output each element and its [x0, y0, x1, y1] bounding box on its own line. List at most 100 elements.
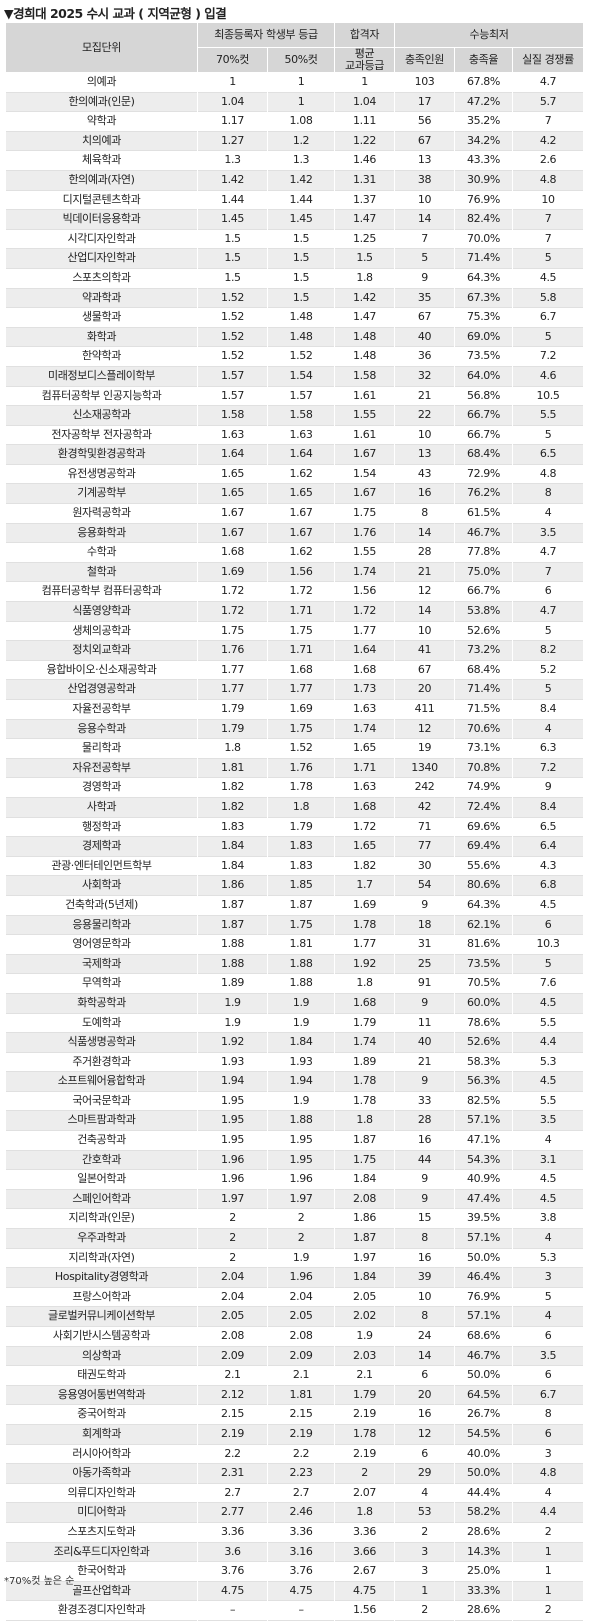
table-row: 지리학과(인문) 2 2 1.86 15 39.5% 3.8 — [5, 1208, 584, 1229]
value-cell: 67.8% — [454, 72, 513, 93]
value-cell: 1.79 — [267, 817, 335, 837]
value-cell: 6 — [394, 1365, 455, 1386]
value-cell: 64.3% — [454, 268, 513, 289]
value-cell: 44.4% — [454, 1483, 513, 1503]
unit-cell: 국제학과 — [5, 954, 198, 974]
value-cell: 30 — [394, 856, 455, 876]
value-cell: 35 — [394, 288, 455, 308]
value-cell: 2.1 — [267, 1365, 335, 1386]
value-cell: 11 — [394, 1013, 455, 1033]
value-cell: 1 — [512, 1581, 584, 1601]
unit-cell: 화학과 — [5, 327, 198, 347]
table-row: 태권도학과 2.1 2.1 2.1 6 50.0% 6 — [5, 1365, 584, 1386]
value-cell: 2.08 — [334, 1189, 395, 1209]
value-cell: 10 — [512, 190, 584, 210]
value-cell: 1.67 — [334, 483, 395, 504]
value-cell: 5.2 — [512, 660, 584, 680]
value-cell: 1.75 — [334, 503, 395, 524]
value-cell: 6.7 — [512, 1385, 584, 1405]
value-cell: 67.3% — [454, 288, 513, 308]
value-cell: 3.5 — [512, 523, 584, 543]
value-cell: 91 — [394, 973, 455, 994]
value-cell: 67 — [394, 660, 455, 680]
value-cell: 1.69 — [197, 562, 268, 582]
value-cell: 1.3 — [197, 150, 268, 171]
value-cell: 12 — [394, 581, 455, 602]
unit-cell: 일본어학과 — [5, 1169, 198, 1190]
value-cell: 4.75 — [334, 1581, 395, 1601]
unit-cell: 물리학과 — [5, 738, 198, 759]
value-cell: 4 — [512, 1483, 584, 1503]
table-row: 환경조경디자인학과 – –1.56 2 28.6% 2 — [5, 1600, 584, 1621]
value-cell: 4 — [394, 1483, 455, 1503]
value-cell: 2.03 — [334, 1346, 395, 1366]
unit-cell: 컴퓨터공학부 인공지능학과 — [5, 386, 198, 406]
value-cell: 82.5% — [454, 1091, 513, 1111]
table-row: 소프트웨어융합학과 1.94 1.94 1.78 9 56.3% 4.5 — [5, 1071, 584, 1092]
value-cell: 17 — [394, 92, 455, 112]
value-cell: 2 — [334, 1463, 395, 1484]
value-cell: 2.7 — [267, 1483, 335, 1503]
table-row: 자유전공학부 1.81 1.76 1.71 1340 70.8% 7.2 — [5, 758, 584, 778]
unit-cell: 기계공학부 — [5, 483, 198, 504]
unit-cell: 산업디자인학과 — [5, 248, 198, 269]
value-cell: 44 — [394, 1150, 455, 1170]
value-cell: 1.65 — [334, 738, 395, 759]
unit-cell: 산업경영공학과 — [5, 679, 198, 700]
value-cell: 1.71 — [267, 601, 335, 622]
value-cell: 8.2 — [512, 640, 584, 661]
value-cell: 2.02 — [334, 1306, 395, 1327]
value-cell: 3.1 — [512, 1150, 584, 1170]
value-cell: 10.5 — [512, 386, 584, 406]
value-cell: 1.83 — [197, 817, 268, 837]
unit-cell: 사학과 — [5, 797, 198, 818]
unit-cell: 철학과 — [5, 562, 198, 582]
value-cell: 1.87 — [334, 1130, 395, 1151]
value-cell: 4.8 — [512, 464, 584, 484]
unit-cell: 한의예과(자연) — [5, 170, 198, 191]
value-cell: 28 — [394, 1110, 455, 1131]
value-cell: 2.77 — [197, 1502, 268, 1523]
table-row: 한국어학과 3.76 3.76 2.67 3 25.0% 1 — [5, 1561, 584, 1582]
admission-table: 모집단위 최종등록자 학생부 등급 합격자 수능최저 70%컷 50%컷 평균 교과… — [5, 22, 584, 1621]
value-cell: 1.76 — [267, 758, 335, 778]
value-cell: 1.47 — [334, 307, 395, 328]
unit-cell: 한의예과(인문) — [5, 92, 198, 112]
value-cell: 1.96 — [197, 1169, 268, 1190]
table-row: 사회학과 1.86 1.85 1.7 54 80.6% 6.8 — [5, 875, 584, 896]
value-cell: 53 — [394, 1502, 455, 1523]
value-cell: 4 — [512, 503, 584, 524]
unit-cell: 응용화학과 — [5, 523, 198, 543]
value-cell: 6 — [512, 1424, 584, 1445]
value-cell: 71.4% — [454, 248, 513, 269]
value-cell: 12 — [394, 719, 455, 739]
value-cell: 71.5% — [454, 699, 513, 720]
value-cell: 64.3% — [454, 895, 513, 916]
unit-cell: 정치외교학과 — [5, 640, 198, 661]
value-cell: 1.76 — [197, 640, 268, 661]
table-row: 골프산업학과 4.75 4.75 4.75 1 33.3% 1 — [5, 1581, 584, 1601]
value-cell: 61.5% — [454, 503, 513, 524]
value-cell: 56 — [394, 111, 455, 132]
value-cell: 1.78 — [267, 777, 335, 798]
value-cell: 70.6% — [454, 719, 513, 739]
value-cell: – — [267, 1600, 335, 1621]
value-cell: 73.5% — [454, 954, 513, 974]
value-cell: 26.7% — [454, 1404, 513, 1425]
value-cell: 2 — [197, 1248, 268, 1268]
value-cell: 1.89 — [197, 973, 268, 994]
value-cell: 67 — [394, 307, 455, 328]
value-cell: 1.8 — [334, 1110, 395, 1131]
value-cell: 2.05 — [197, 1306, 268, 1327]
value-cell: 1.45 — [267, 209, 335, 230]
value-cell: 25.0% — [454, 1561, 513, 1582]
table-row: 사학과 1.82 1.8 1.68 42 72.4% 8.4 — [5, 797, 584, 818]
value-cell: 14 — [394, 1346, 455, 1366]
value-cell: 8.4 — [512, 699, 584, 720]
table-row: 주거환경학과 1.93 1.93 1.89 21 58.3% 5.3 — [5, 1052, 584, 1072]
value-cell: 1.97 — [334, 1248, 395, 1268]
unit-cell: 조리&푸드디자인학과 — [5, 1542, 198, 1562]
value-cell: 3 — [394, 1561, 455, 1582]
unit-cell: 미디어학과 — [5, 1502, 198, 1523]
value-cell: 5.3 — [512, 1248, 584, 1268]
